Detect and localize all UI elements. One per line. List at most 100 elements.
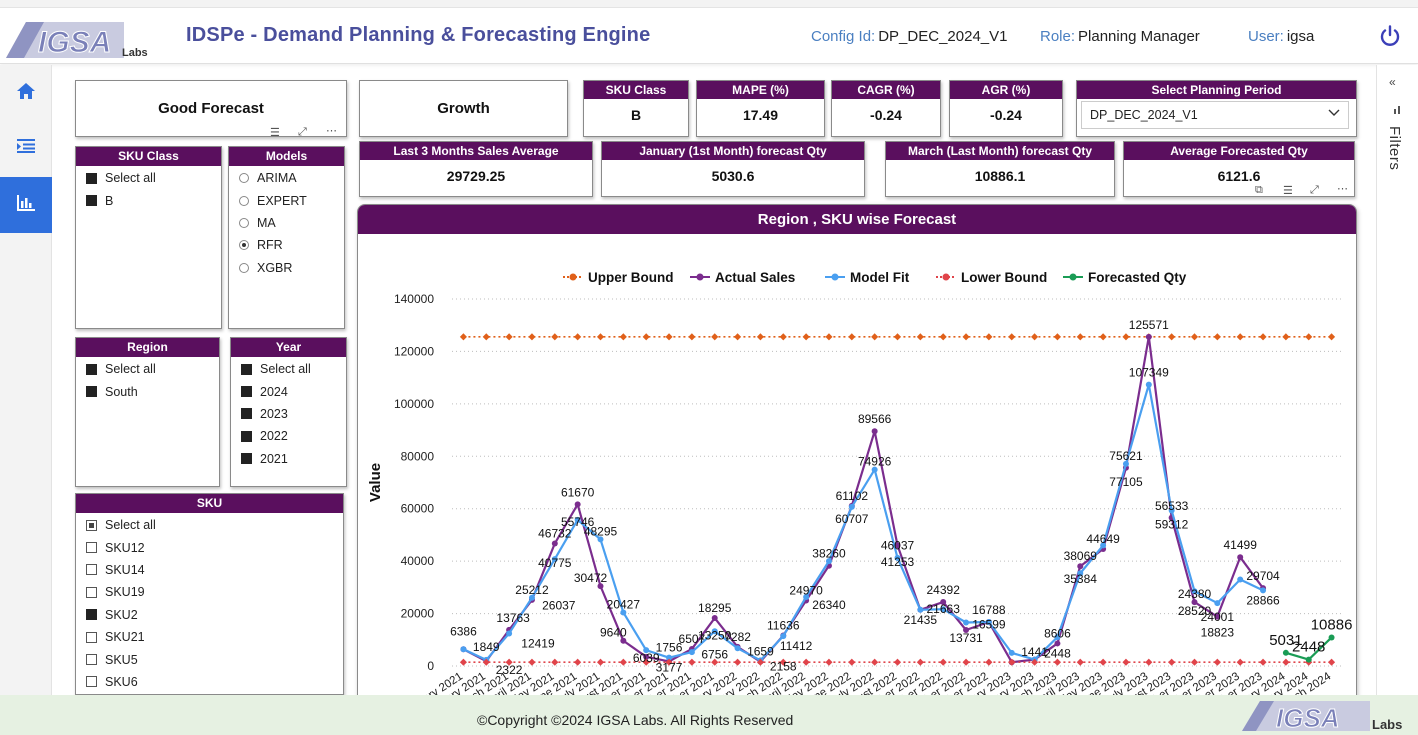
series-point [756, 333, 764, 341]
checkbox[interactable] [241, 408, 252, 420]
checkbox[interactable] [86, 386, 97, 398]
region-option[interactable]: Select all [76, 358, 219, 380]
data-label: 38260 [812, 547, 846, 561]
models-option[interactable]: MA [229, 212, 344, 234]
filter-icon-2[interactable]: ☰ [1283, 185, 1293, 197]
planning-period-dropdown[interactable]: DP_DEC_2024_V1 [1081, 101, 1349, 129]
filter-icon[interactable]: ☰ [270, 127, 280, 139]
series-point [779, 658, 787, 666]
sku-option[interactable]: SKU14 [76, 559, 343, 581]
sku-option[interactable]: SKU21 [76, 626, 343, 648]
series-point [1145, 658, 1153, 666]
data-label: 6039 [633, 651, 660, 665]
nav-list[interactable] [0, 120, 52, 176]
sku-class-option[interactable]: B [76, 189, 221, 211]
series-point [1260, 587, 1267, 594]
list-indent-icon [17, 138, 35, 159]
checkbox[interactable] [86, 363, 97, 375]
legend-label: Model Fit [850, 270, 910, 285]
series-point [1213, 333, 1221, 341]
models-option[interactable]: XGBR [229, 257, 344, 279]
sku-option[interactable]: SKU19 [76, 581, 343, 603]
option-label: RFR [257, 238, 283, 253]
focus-mode-icon-2[interactable]: ⤢ [1310, 184, 1319, 196]
radio-button[interactable] [239, 240, 249, 251]
series-point [528, 333, 536, 341]
left-nav [0, 65, 52, 695]
region-option[interactable]: South [76, 380, 219, 402]
checkbox[interactable] [241, 363, 252, 375]
series-point [985, 333, 993, 341]
more-options-icon-2[interactable]: ⋯ [1337, 183, 1348, 195]
sku-option[interactable]: SKU2 [76, 604, 343, 626]
growth-card[interactable]: Growth [359, 80, 568, 137]
series-point [893, 333, 902, 341]
series-point [1190, 658, 1199, 666]
checkbox[interactable] [241, 430, 252, 442]
models-option[interactable]: EXPERT [229, 189, 344, 211]
data-label: 40775 [538, 556, 572, 570]
year-option[interactable]: 2022 [231, 425, 346, 447]
checkbox[interactable] [86, 542, 97, 554]
checkbox[interactable] [86, 564, 97, 576]
power-icon[interactable] [1378, 24, 1402, 48]
sku-class-option[interactable]: Select all [76, 167, 221, 189]
series-point [1237, 554, 1244, 561]
nav-dashboard[interactable] [0, 177, 52, 233]
series-point [551, 333, 559, 341]
checkbox[interactable] [86, 609, 97, 621]
focus-mode-icon[interactable]: ⤢ [298, 126, 307, 138]
checkbox[interactable] [241, 453, 252, 465]
forecast-chart-card: Region , SKU wise Forecast 0 20000 40000 60… [357, 204, 1357, 704]
year-option[interactable]: 2024 [231, 380, 346, 402]
checkbox[interactable] [86, 654, 97, 666]
checkbox[interactable] [86, 172, 97, 184]
series-point [962, 333, 970, 341]
series-point [551, 556, 558, 563]
data-label: 11412 [780, 639, 813, 653]
logo-sub: Labs [122, 47, 148, 59]
more-options-icon[interactable]: ⋯ [326, 125, 337, 137]
series-point [506, 630, 513, 637]
series-point [711, 333, 719, 341]
checkbox[interactable] [86, 586, 97, 598]
sku-option[interactable]: SKU5 [76, 648, 343, 670]
forecast-data-label: 5031 [1269, 632, 1302, 649]
series-point [1282, 333, 1290, 341]
region-slicer: Region Select all South [75, 337, 220, 487]
checkbox[interactable] [86, 519, 97, 531]
series-point [780, 633, 787, 640]
year-option[interactable]: 2021 [231, 448, 346, 470]
filters-pane[interactable]: « [1376, 65, 1418, 695]
filters-label[interactable]: Filters [1386, 126, 1403, 171]
checkbox[interactable] [241, 386, 252, 398]
models-option[interactable]: ARIMA [229, 167, 344, 189]
good-forecast-card[interactable]: Good Forecast [75, 80, 347, 137]
year-option[interactable]: Select all [231, 358, 346, 380]
models-option[interactable]: RFR [229, 234, 344, 256]
data-label: 13763 [496, 611, 530, 625]
sku-option[interactable]: Select all [76, 514, 343, 536]
series-point [916, 333, 924, 341]
checkbox[interactable] [86, 676, 97, 688]
data-label: 41253 [881, 555, 915, 569]
collapse-chevrons-icon[interactable]: « [1389, 75, 1396, 89]
copy-icon[interactable]: ⧉ [1255, 184, 1263, 196]
nav-home[interactable] [0, 65, 52, 121]
checkbox[interactable] [86, 631, 97, 643]
series-point [1076, 658, 1084, 666]
year-option[interactable]: 2023 [231, 403, 346, 425]
radio-button[interactable] [239, 217, 249, 228]
data-label: 61670 [561, 485, 595, 499]
checkbox[interactable] [86, 195, 97, 207]
series-point [1236, 658, 1244, 666]
series-point [871, 658, 879, 666]
sku-option[interactable]: SKU12 [76, 536, 343, 558]
radio-button[interactable] [239, 173, 249, 184]
series-point [620, 609, 627, 616]
y-tick-label: 100000 [394, 397, 434, 411]
data-label: 60707 [835, 512, 869, 526]
sku-option[interactable]: SKU6 [76, 671, 343, 693]
radio-button[interactable] [239, 195, 249, 206]
radio-button[interactable] [239, 262, 249, 273]
